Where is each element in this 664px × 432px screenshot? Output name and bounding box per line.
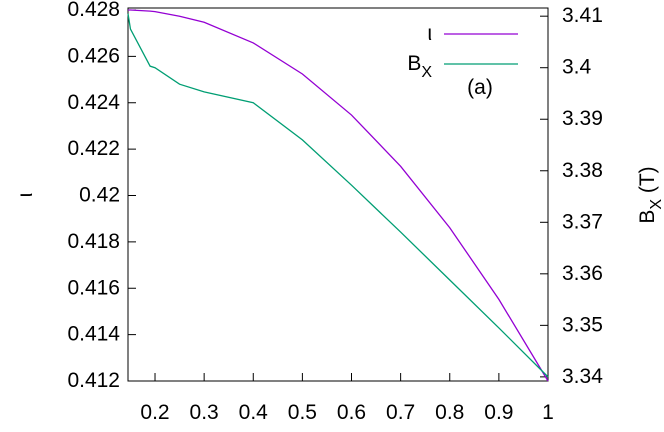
y2-axis-label: BX (T) xyxy=(636,166,664,223)
text-part: ι xyxy=(14,192,37,197)
y-tick-label: 0.414 xyxy=(67,322,120,345)
y2-tick-label: 3.35 xyxy=(562,313,603,336)
legend-label: BX xyxy=(407,52,432,81)
x-tick-label: 1 xyxy=(542,401,554,424)
text-part: 3.36 xyxy=(562,261,603,284)
y-tick-label: 0.426 xyxy=(67,44,120,67)
text-part: (a) xyxy=(467,76,493,99)
text-part: 3.4 xyxy=(562,55,592,78)
text-part: 0.3 xyxy=(190,401,219,424)
text-part: 0.7 xyxy=(386,401,415,424)
text-part: 0.416 xyxy=(67,276,120,299)
text-part: 0.418 xyxy=(67,229,120,252)
x-tick-label: 0.2 xyxy=(140,401,169,424)
text-part: 0.422 xyxy=(67,137,120,160)
text-part: 0.428 xyxy=(67,0,120,21)
series-line xyxy=(127,13,549,378)
x-tick-label: 0.7 xyxy=(386,401,415,424)
text-part: 0.2 xyxy=(140,401,169,424)
text-part: ι xyxy=(427,22,432,45)
text-part: 0.414 xyxy=(67,322,120,345)
x-tick-label: 0.5 xyxy=(288,401,317,424)
annotation: (a) xyxy=(467,76,493,99)
y-axis-label: ι xyxy=(14,192,37,197)
y-tick-label: 0.42 xyxy=(79,183,120,206)
y-tick-label: 0.418 xyxy=(67,229,120,252)
x-tick-label: 0.9 xyxy=(484,401,513,424)
text-part: 0.5 xyxy=(288,401,317,424)
y-tick-label: 0.412 xyxy=(67,369,120,392)
text-part: 0.9 xyxy=(484,401,513,424)
y2-tick-label: 3.39 xyxy=(562,107,603,130)
text-part: 3.41 xyxy=(562,4,603,27)
y2-tick-label: 3.38 xyxy=(562,158,603,181)
text-part: 0.424 xyxy=(67,90,120,113)
text-part: 3.35 xyxy=(562,313,603,336)
plot-frame xyxy=(127,7,549,382)
text-part: 3.38 xyxy=(562,158,603,181)
series-line xyxy=(128,9,549,382)
y-tick-label: 0.424 xyxy=(67,90,120,113)
x-tick-label: 0.6 xyxy=(337,401,366,424)
text-part: X xyxy=(648,199,664,210)
text-part: 0.42 xyxy=(79,183,120,206)
text-part: 0.426 xyxy=(67,44,120,67)
text-part: 1 xyxy=(542,401,554,424)
y2-tick-label: 3.34 xyxy=(562,364,603,387)
y2-tick-label: 3.4 xyxy=(562,55,592,78)
text-part: 3.39 xyxy=(562,107,603,130)
text-part: 0.8 xyxy=(435,401,464,424)
x-tick-label: 0.8 xyxy=(435,401,464,424)
y-tick-label: 0.416 xyxy=(67,276,120,299)
text-part: B xyxy=(407,52,421,75)
text-part: 0.4 xyxy=(239,401,269,424)
y-tick-label: 0.422 xyxy=(67,137,120,160)
y2-tick-label: 3.41 xyxy=(562,4,603,27)
text-part: X xyxy=(421,64,432,81)
y-tick-label: 0.428 xyxy=(67,0,120,21)
text-part: 3.37 xyxy=(562,210,603,233)
text-part: 3.34 xyxy=(562,364,603,387)
x-tick-label: 0.3 xyxy=(190,401,219,424)
y2-tick-label: 3.36 xyxy=(562,261,603,284)
text-part: 0.412 xyxy=(67,369,120,392)
y2-tick-label: 3.37 xyxy=(562,210,603,233)
text-part: 0.6 xyxy=(337,401,366,424)
x-tick-label: 0.4 xyxy=(239,401,269,424)
text-part: B xyxy=(636,210,659,224)
text-part: (T) xyxy=(636,166,659,199)
legend-label: ι xyxy=(427,22,432,45)
